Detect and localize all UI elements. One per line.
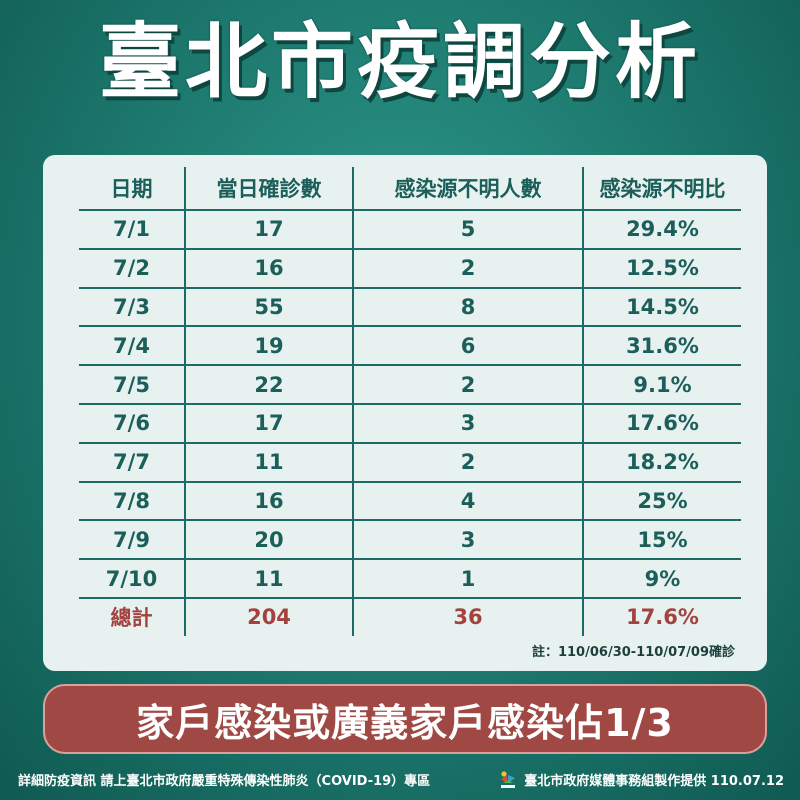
cell-date: 7/4 [79,326,185,367]
cell-daily-cases: 11 [184,442,353,483]
header-unknown-source-ratio: 感染源不明比 [582,167,741,211]
cell-date: 7/2 [79,248,185,289]
table-row: 7/6 17 3 17.6% [79,403,741,444]
cell-unknown-count: 3 [352,403,583,444]
cell-unknown-ratio: 14.5% [582,287,741,328]
cell-date: 7/10 [79,559,185,599]
cell-unknown-count: 2 [352,365,583,405]
cell-daily-cases: 55 [184,287,353,328]
cell-daily-cases: 11 [184,559,353,599]
page-title: 臺北市疫調分析 [98,15,701,110]
total-daily-cases: 204 [184,597,353,636]
table-row: 7/1 17 5 29.4% [79,210,741,250]
footer-credit-text: 臺北市政府媒體事務組製作提供 110.07.12 [524,773,784,789]
cell-unknown-count: 4 [352,481,583,522]
cell-date: 7/5 [79,365,185,405]
table-row: 7/9 20 3 15% [79,520,741,561]
footer-credit: 臺北市政府媒體事務組製作提供 110.07.12 [498,769,784,789]
cell-unknown-count: 2 [352,248,583,289]
cell-unknown-ratio: 9% [582,559,741,599]
cell-unknown-ratio: 25% [582,481,741,522]
header-unknown-source-count: 感染源不明人數 [352,167,583,211]
cell-unknown-ratio: 17.6% [582,403,741,444]
table-note: 註：110/06/30-110/07/09確診 [531,645,735,660]
highlight-banner: 家戶感染或廣義家戶感染佔1/3 [43,684,767,754]
footer-info-text: 詳細防疫資訊 請上臺北市政府嚴重特殊傳染性肺炎（COVID-19）專區 [18,773,431,789]
cell-daily-cases: 20 [184,520,353,561]
cell-date: 7/7 [79,442,185,483]
cell-daily-cases: 17 [184,210,353,250]
cell-daily-cases: 19 [184,326,353,367]
cell-daily-cases: 22 [184,365,353,405]
total-unknown-ratio: 17.6% [582,597,741,636]
table-row: 7/8 16 4 25% [79,481,741,522]
cell-unknown-count: 6 [352,326,583,367]
table-row: 7/10 11 1 9% [79,559,741,599]
header-daily-cases: 當日確診數 [184,167,353,211]
cell-date: 7/1 [79,210,185,250]
cell-unknown-ratio: 15% [582,520,741,561]
table-row: 7/7 11 2 18.2% [79,442,741,483]
cell-daily-cases: 17 [184,403,353,444]
table-row: 7/2 16 2 12.5% [79,248,741,289]
cell-date: 7/8 [79,481,185,522]
taipei-logo-icon [501,771,516,788]
cell-unknown-ratio: 9.1% [582,365,741,405]
data-table: 日期 當日確診數 感染源不明人數 感染源不明比 7/1 17 5 29.4% 7… [79,167,741,636]
cell-unknown-count: 1 [352,559,583,599]
cell-unknown-count: 5 [352,210,583,250]
table-row: 7/4 19 6 31.6% [79,326,741,367]
data-card: 日期 當日確診數 感染源不明人數 感染源不明比 7/1 17 5 29.4% 7… [43,155,767,671]
cell-date: 7/6 [79,403,185,444]
cell-unknown-ratio: 29.4% [582,210,741,250]
total-unknown-count: 36 [352,597,583,636]
cell-daily-cases: 16 [184,248,353,289]
cell-date: 7/9 [79,520,185,561]
cell-daily-cases: 16 [184,481,353,522]
table-header-row: 日期 當日確診數 感染源不明人數 感染源不明比 [79,167,741,211]
footer: 詳細防疫資訊 請上臺北市政府嚴重特殊傳染性肺炎（COVID-19）專區 臺北市政… [18,768,784,790]
table-row: 7/3 55 8 14.5% [79,287,741,328]
cell-unknown-count: 3 [352,520,583,561]
table-total-row: 總計 204 36 17.6% [79,597,741,636]
cell-unknown-count: 8 [352,287,583,328]
cell-date: 7/3 [79,287,185,328]
total-label: 總計 [110,606,153,631]
header-date: 日期 [79,167,185,211]
cell-unknown-ratio: 18.2% [582,442,741,483]
cell-unknown-ratio: 31.6% [582,326,741,367]
cell-unknown-count: 2 [352,442,583,483]
table-row: 7/5 22 2 9.1% [79,365,741,405]
cell-unknown-ratio: 12.5% [582,248,741,289]
